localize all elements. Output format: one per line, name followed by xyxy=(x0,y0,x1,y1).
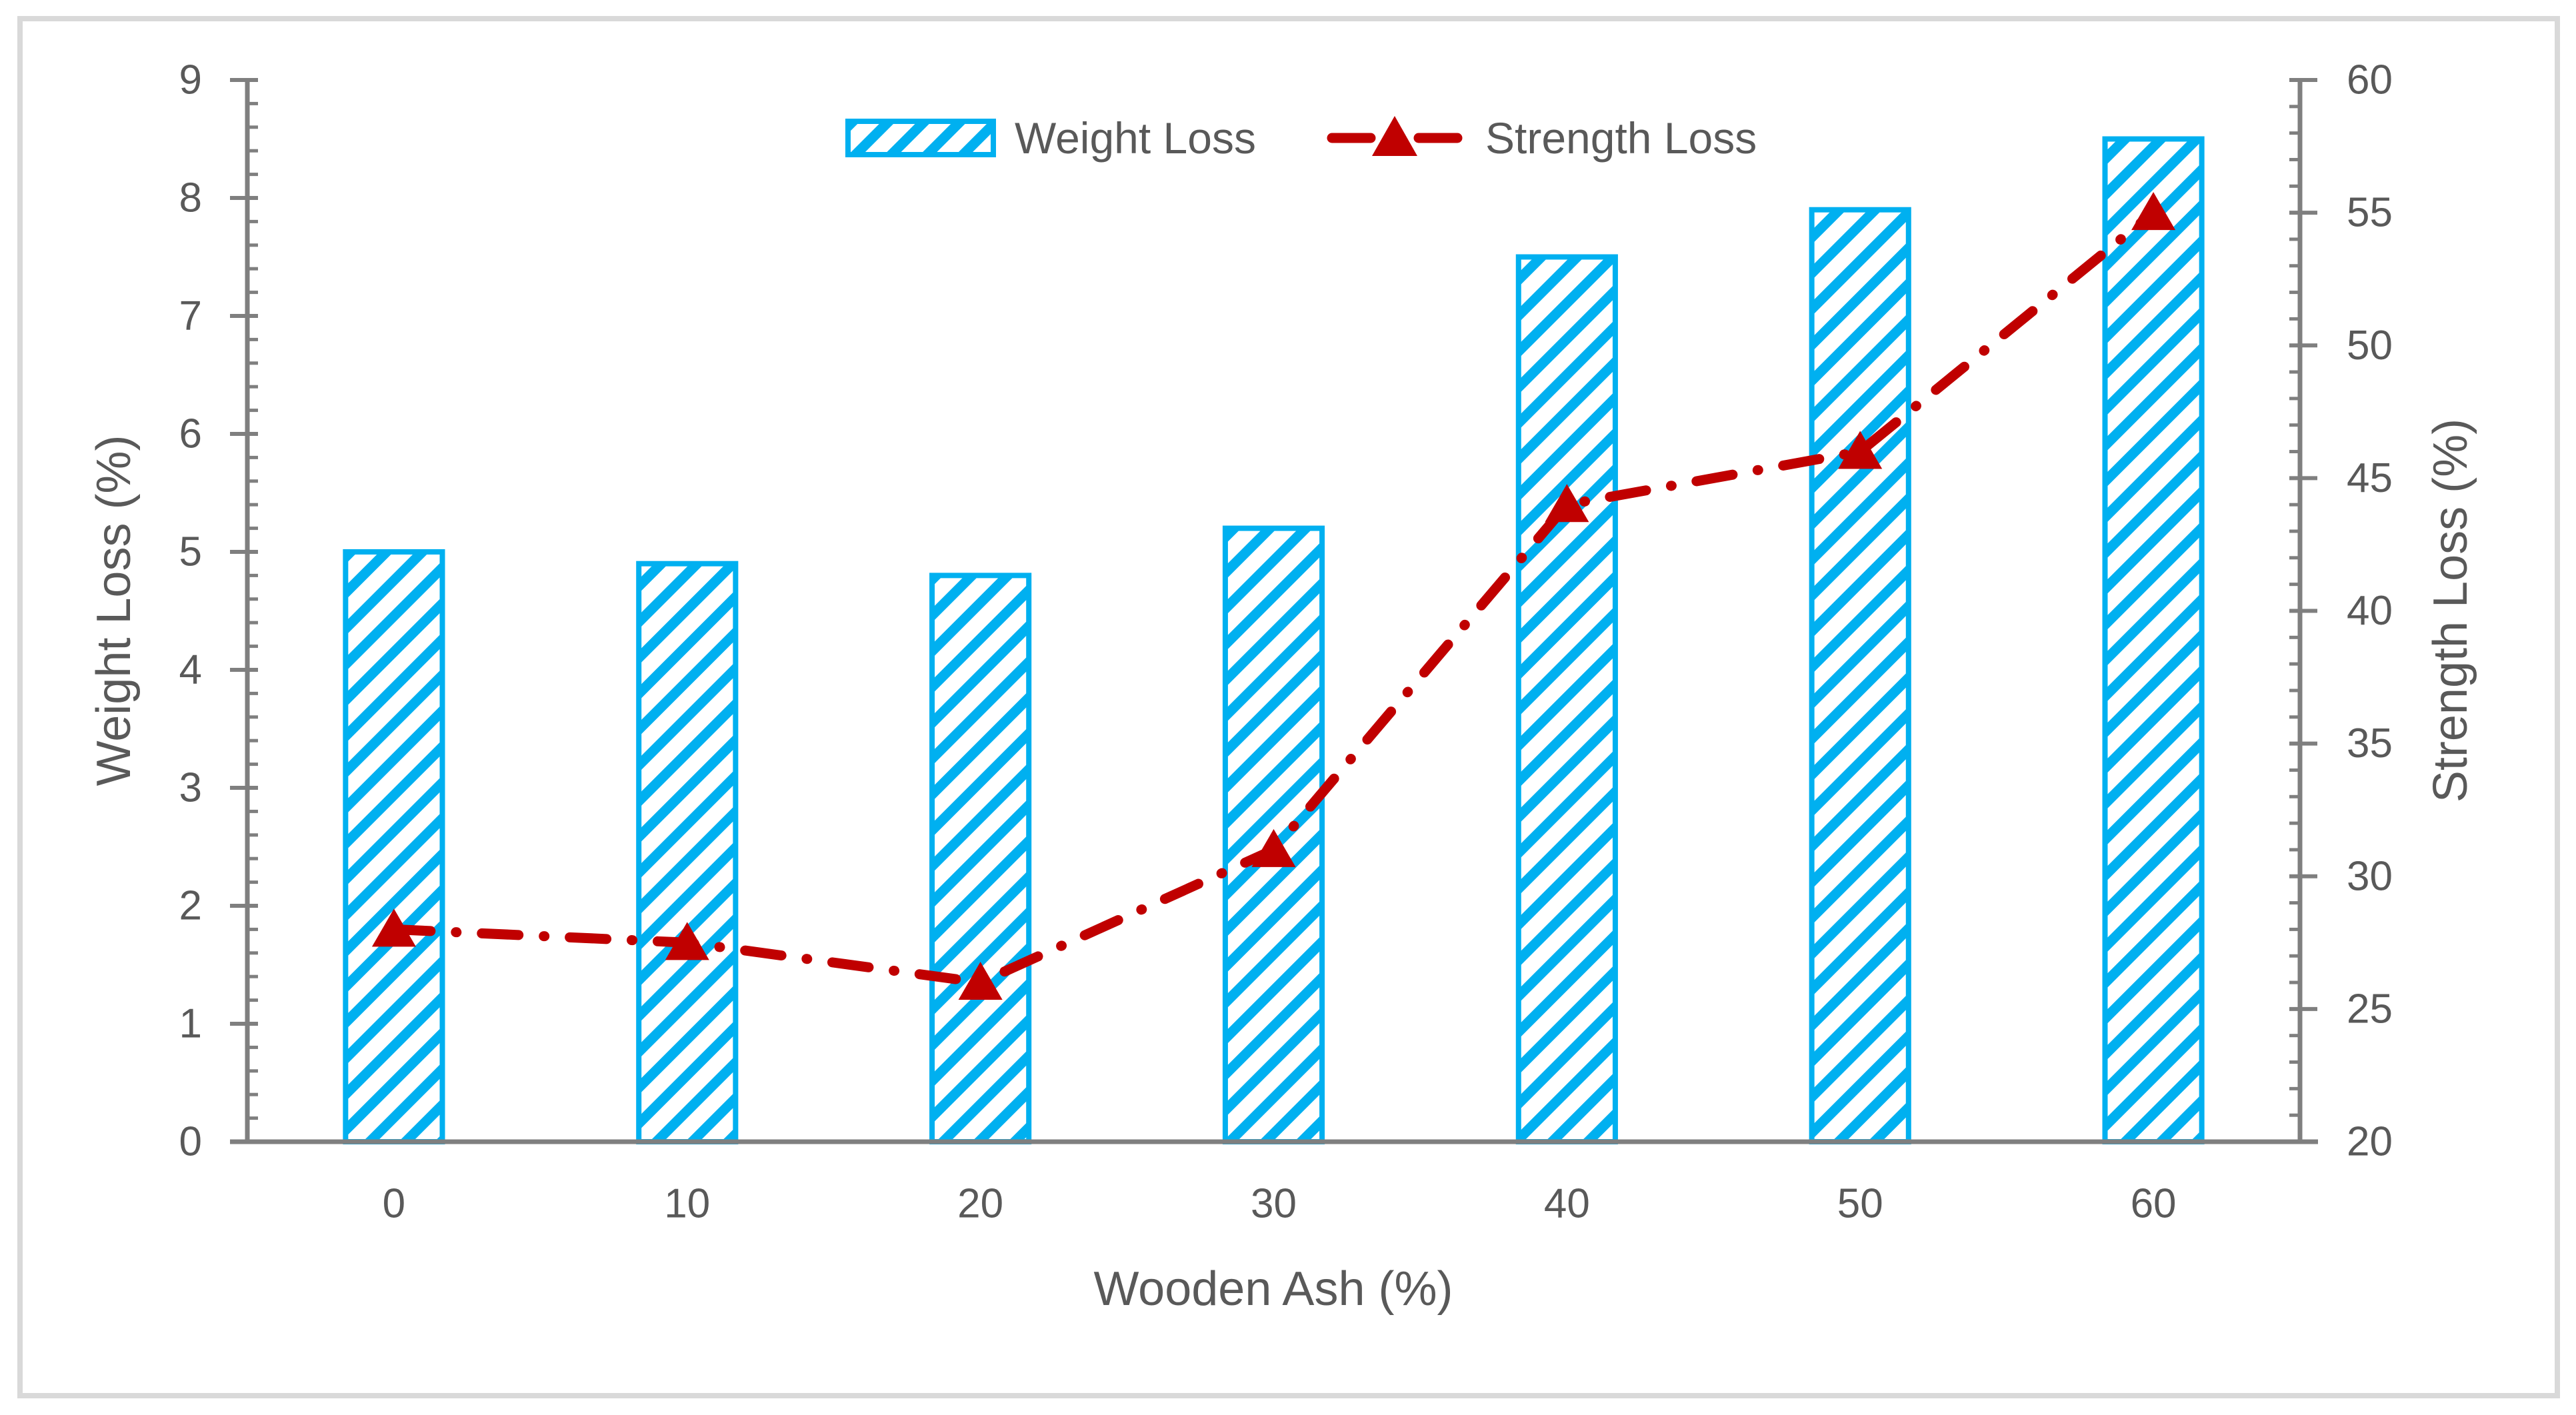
y-axis-title-right: Strength Loss (%) xyxy=(2424,419,2477,802)
line-layer xyxy=(371,192,2176,1000)
y-left-tick-label: 2 xyxy=(179,883,202,929)
y-left-tick-label: 5 xyxy=(179,529,202,575)
x-category-label: 50 xyxy=(1837,1181,1883,1227)
y-right-tick-label: 35 xyxy=(2347,720,2393,766)
strength-loss-marker xyxy=(371,908,416,947)
axes-layer xyxy=(230,78,2318,1144)
x-category-label: 60 xyxy=(2131,1181,2177,1227)
y-right-tick-label: 30 xyxy=(2347,853,2393,899)
y-right-tick-label: 40 xyxy=(2347,588,2393,634)
bars-layer xyxy=(343,136,2205,1145)
y-right-tick-label: 20 xyxy=(2347,1119,2393,1165)
x-category-label: 30 xyxy=(1251,1181,1297,1227)
strength-loss-marker xyxy=(665,922,709,960)
strength-loss-marker xyxy=(958,962,1003,1000)
y-right-tick-label: 45 xyxy=(2347,455,2393,501)
y-left-tick-label: 9 xyxy=(179,57,202,103)
weight-loss-bar xyxy=(1809,207,1911,1145)
legend-strength-loss-triangle-icon xyxy=(1372,116,1417,156)
weight-loss-bar xyxy=(343,549,445,1144)
y-left-tick-label: 1 xyxy=(179,1001,202,1047)
y-left-tick-label: 4 xyxy=(179,647,202,693)
y-right-tick-label: 50 xyxy=(2347,323,2393,369)
weight-loss-bar xyxy=(2102,136,2205,1144)
weight-loss-bar xyxy=(1515,254,1618,1144)
y-left-tick-label: 8 xyxy=(179,175,202,221)
x-axis-title: Wooden Ash (%) xyxy=(1094,1262,1453,1316)
y-right-tick-label: 55 xyxy=(2347,190,2393,236)
y-right-tick-label: 60 xyxy=(2347,57,2393,103)
strength-loss-marker xyxy=(1545,484,1589,523)
y-left-tick-label: 3 xyxy=(179,765,202,811)
y-right-tick-label: 25 xyxy=(2347,986,2393,1032)
legend-strength-loss-label: Strength Loss xyxy=(1485,113,1757,163)
x-category-label: 10 xyxy=(664,1181,710,1227)
weight-loss-bar xyxy=(929,573,1032,1144)
legend-weight-loss-label: Weight Loss xyxy=(1015,113,1256,163)
strength-loss-marker xyxy=(1838,431,1883,469)
x-category-label: 0 xyxy=(383,1181,405,1227)
x-category-label: 20 xyxy=(957,1181,1003,1227)
y-left-tick-label: 0 xyxy=(179,1119,202,1165)
y-left-tick-label: 6 xyxy=(179,411,202,457)
legend: Weight Loss Strength Loss xyxy=(845,113,1757,163)
y-axis-title-left: Weight Loss (%) xyxy=(87,435,141,786)
strength-loss-marker xyxy=(1251,828,1296,867)
y-left-tick-label: 7 xyxy=(179,293,202,339)
strength-loss-marker xyxy=(2131,192,2176,231)
legend-weight-loss-swatch xyxy=(845,119,996,157)
weight-loss-bar xyxy=(636,561,739,1144)
x-category-label: 40 xyxy=(1544,1181,1590,1227)
